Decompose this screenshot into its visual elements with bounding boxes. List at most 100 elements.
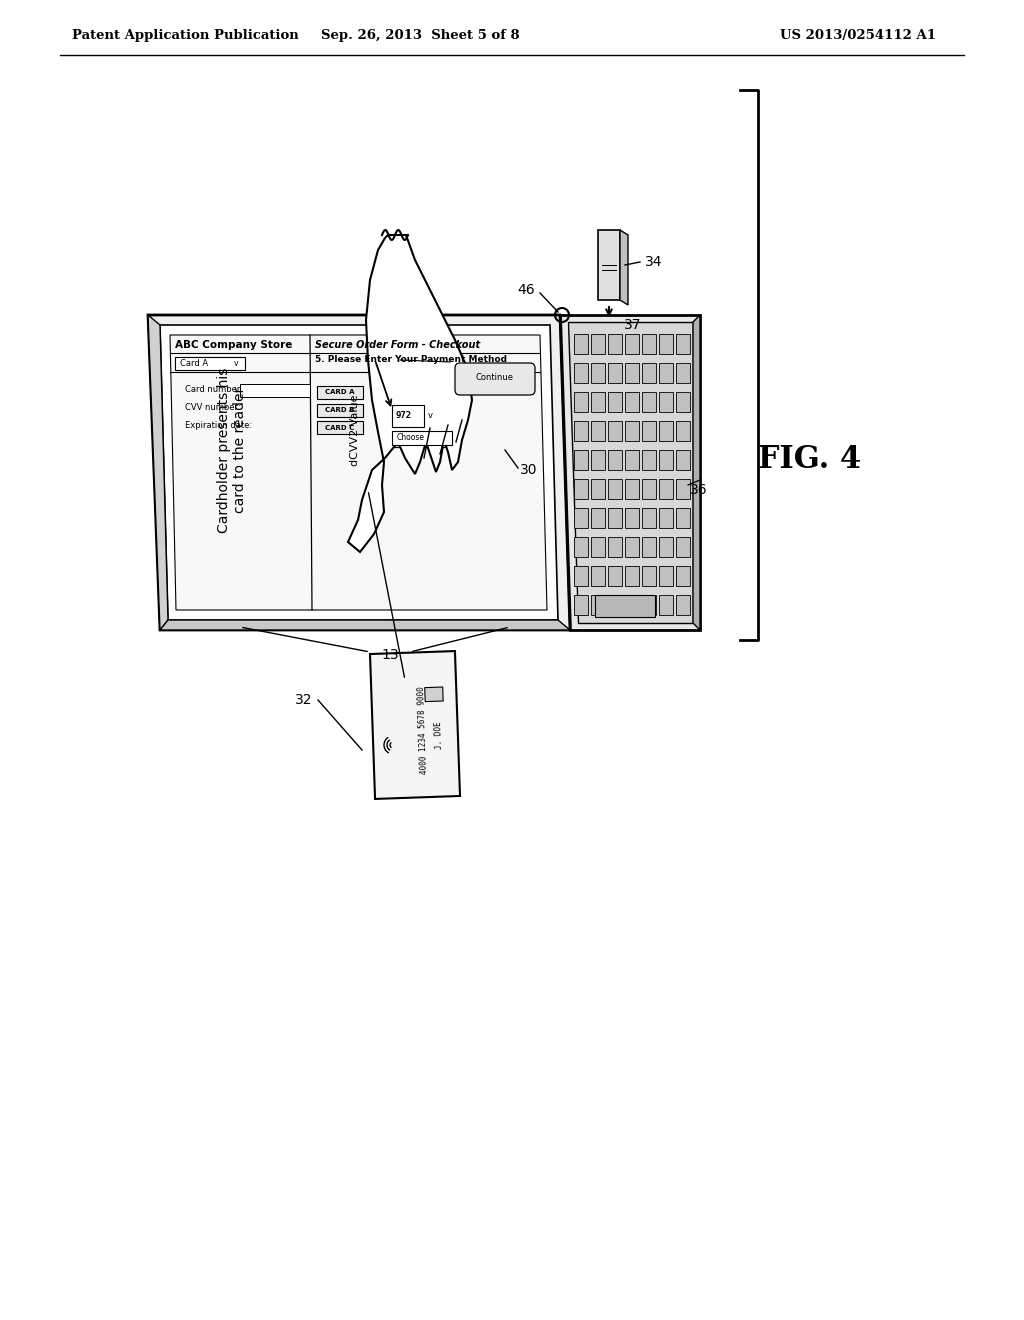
Text: 34: 34: [645, 255, 663, 269]
FancyBboxPatch shape: [574, 334, 588, 354]
FancyBboxPatch shape: [574, 392, 588, 412]
Text: Expiration date:: Expiration date:: [185, 421, 252, 429]
FancyBboxPatch shape: [595, 595, 655, 616]
Text: Sep. 26, 2013  Sheet 5 of 8: Sep. 26, 2013 Sheet 5 of 8: [321, 29, 519, 41]
Text: Card number:: Card number:: [185, 385, 243, 395]
Text: Card A: Card A: [180, 359, 208, 367]
FancyBboxPatch shape: [676, 479, 690, 499]
Text: US 2013/0254112 A1: US 2013/0254112 A1: [780, 29, 936, 41]
Text: FIG. 4: FIG. 4: [759, 445, 861, 475]
Polygon shape: [148, 315, 570, 630]
FancyBboxPatch shape: [625, 566, 639, 586]
FancyBboxPatch shape: [591, 392, 605, 412]
FancyBboxPatch shape: [642, 537, 656, 557]
FancyBboxPatch shape: [625, 421, 639, 441]
Text: 972: 972: [396, 411, 412, 420]
FancyBboxPatch shape: [676, 363, 690, 383]
FancyBboxPatch shape: [574, 566, 588, 586]
FancyBboxPatch shape: [659, 595, 673, 615]
FancyBboxPatch shape: [317, 385, 362, 399]
FancyBboxPatch shape: [676, 421, 690, 441]
Text: CARD A: CARD A: [326, 389, 354, 396]
Text: Secure Order Form - Checkout: Secure Order Form - Checkout: [315, 341, 480, 350]
Polygon shape: [560, 315, 700, 630]
FancyBboxPatch shape: [676, 595, 690, 615]
FancyBboxPatch shape: [659, 363, 673, 383]
FancyBboxPatch shape: [625, 334, 639, 354]
FancyBboxPatch shape: [676, 450, 690, 470]
FancyBboxPatch shape: [659, 334, 673, 354]
FancyBboxPatch shape: [625, 392, 639, 412]
FancyBboxPatch shape: [625, 595, 639, 615]
FancyBboxPatch shape: [659, 479, 673, 499]
FancyBboxPatch shape: [591, 334, 605, 354]
Text: 32: 32: [295, 693, 312, 708]
Polygon shape: [148, 315, 168, 630]
FancyBboxPatch shape: [591, 566, 605, 586]
FancyBboxPatch shape: [574, 450, 588, 470]
FancyBboxPatch shape: [659, 421, 673, 441]
FancyBboxPatch shape: [608, 363, 622, 383]
FancyBboxPatch shape: [591, 363, 605, 383]
FancyBboxPatch shape: [317, 404, 362, 417]
Polygon shape: [160, 325, 558, 620]
FancyBboxPatch shape: [659, 450, 673, 470]
Text: 36: 36: [690, 483, 708, 498]
Text: dCVV2 Value: dCVV2 Value: [350, 395, 360, 466]
Text: v: v: [233, 359, 239, 367]
FancyBboxPatch shape: [608, 479, 622, 499]
FancyBboxPatch shape: [591, 508, 605, 528]
FancyBboxPatch shape: [642, 334, 656, 354]
Polygon shape: [568, 322, 693, 623]
FancyBboxPatch shape: [591, 479, 605, 499]
FancyBboxPatch shape: [659, 392, 673, 412]
FancyBboxPatch shape: [608, 537, 622, 557]
Text: 13: 13: [381, 648, 398, 663]
FancyBboxPatch shape: [591, 537, 605, 557]
FancyBboxPatch shape: [591, 421, 605, 441]
Text: 5. Please Enter Your Payment Method: 5. Please Enter Your Payment Method: [315, 355, 507, 363]
FancyBboxPatch shape: [676, 566, 690, 586]
Text: CARD C: CARD C: [326, 425, 354, 430]
Polygon shape: [170, 335, 547, 610]
Polygon shape: [160, 620, 570, 630]
FancyBboxPatch shape: [659, 566, 673, 586]
Text: CVV number:: CVV number:: [185, 404, 241, 412]
FancyBboxPatch shape: [392, 405, 424, 426]
Polygon shape: [348, 235, 472, 552]
FancyBboxPatch shape: [625, 363, 639, 383]
FancyBboxPatch shape: [625, 450, 639, 470]
FancyBboxPatch shape: [608, 508, 622, 528]
FancyBboxPatch shape: [659, 508, 673, 528]
Polygon shape: [693, 315, 700, 630]
Text: Cardholder presents his
card to the reader: Cardholder presents his card to the read…: [217, 367, 247, 533]
Text: 4000 1234 5678 9000: 4000 1234 5678 9000: [417, 686, 429, 774]
FancyBboxPatch shape: [676, 392, 690, 412]
FancyBboxPatch shape: [591, 450, 605, 470]
FancyBboxPatch shape: [642, 595, 656, 615]
FancyBboxPatch shape: [676, 537, 690, 557]
FancyBboxPatch shape: [642, 566, 656, 586]
Text: CARD B: CARD B: [326, 408, 354, 413]
Text: v: v: [427, 411, 432, 420]
FancyBboxPatch shape: [455, 363, 535, 395]
FancyBboxPatch shape: [574, 479, 588, 499]
Text: 30: 30: [520, 463, 538, 477]
Text: ABC Company Store: ABC Company Store: [175, 341, 293, 350]
FancyBboxPatch shape: [642, 508, 656, 528]
Text: 37: 37: [624, 318, 641, 333]
FancyBboxPatch shape: [574, 595, 588, 615]
FancyBboxPatch shape: [608, 595, 622, 615]
FancyBboxPatch shape: [608, 450, 622, 470]
FancyBboxPatch shape: [574, 537, 588, 557]
Polygon shape: [620, 230, 628, 305]
Polygon shape: [370, 651, 460, 799]
FancyBboxPatch shape: [659, 537, 673, 557]
FancyBboxPatch shape: [240, 384, 310, 397]
FancyBboxPatch shape: [642, 363, 656, 383]
FancyBboxPatch shape: [574, 421, 588, 441]
FancyBboxPatch shape: [608, 421, 622, 441]
FancyBboxPatch shape: [608, 334, 622, 354]
FancyBboxPatch shape: [642, 450, 656, 470]
FancyBboxPatch shape: [608, 566, 622, 586]
